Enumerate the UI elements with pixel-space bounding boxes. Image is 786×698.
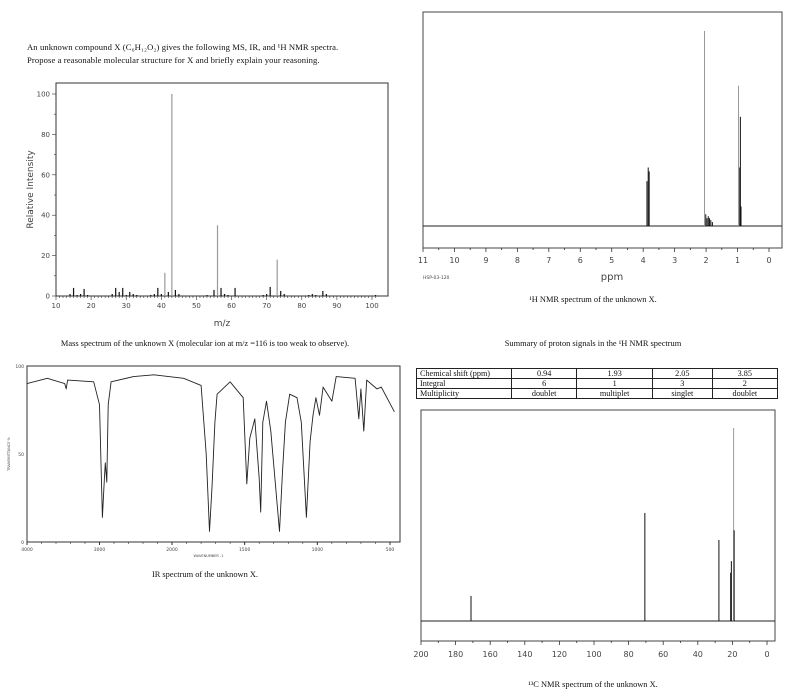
h-nmr-x-tick-label: 7 [546,256,551,265]
row-label: Chemical shift (ppm) [416,368,512,379]
c-nmr-x-tick-label: 40 [693,650,703,659]
c-nmr-x-tick-label: 20 [727,650,737,659]
ir-transmittance-curve [26,374,395,532]
table-title: Summary of proton signals in the ¹H NMR … [504,339,682,348]
ms-x-tick-label: 60 [227,302,236,310]
row-label: Integral [416,378,512,389]
c-nmr-x-tick-label: 200 [413,650,428,659]
ms-y-tick-label: 0 [46,293,50,301]
ms-y-tick-label: 80 [41,131,50,139]
ir-plot-frame [26,365,401,543]
ir-x-tick-label: 1500 [239,547,251,553]
table-row-multiplicity: Multiplicity doublet multiplet singlet d… [416,388,779,399]
h-nmr-x-tick-label: 8 [515,256,520,265]
c-nmr-x-tick-label: 160 [483,650,498,659]
h-nmr-x-tick-label: 2 [704,256,709,265]
ms-x-axis-label: m/z [214,319,231,329]
ir-y-tick-label: 100 [15,364,24,370]
ms-y-tick-label: 20 [41,252,50,260]
h-nmr-x-tick-label: 1 [735,256,740,265]
h-nmr-x-tick-label: 0 [766,256,771,265]
ir-x-tick-label: 2000 [166,547,178,553]
h-nmr-x-tick-label: 5 [609,256,614,265]
cell-integral: 3 [651,378,713,389]
h-nmr-plot-frame [422,11,783,249]
c-nmr-x-tick-label: 120 [552,650,567,659]
ms-caption: Mass spectrum of the unknown X (molecula… [60,339,350,348]
c-nmr-x-tick-label: 180 [448,650,463,659]
ms-y-tick-label: 60 [41,171,50,179]
h-nmr-x-tick-label: 3 [672,256,677,265]
ms-x-tick-label: 50 [192,302,201,310]
ms-x-tick-label: 80 [297,302,306,310]
ms-y-tick-label: 100 [37,91,50,99]
cell-integral: 6 [510,378,578,389]
question-line-2: Propose a reasonable molecular structure… [27,55,320,65]
h-nmr-x-tick-label: 6 [578,256,583,265]
h-nmr-spectrum-code: HSP-03-120 [423,275,450,281]
ms-x-tick-label: 30 [122,302,131,310]
question-line-1: An unknown compound X (C₆H₁₂O₂) gives th… [27,42,339,52]
c-nmr-x-tick-label: 100 [586,650,601,659]
h-nmr-x-tick-label: 10 [449,256,459,265]
ir-y-tick-label: 0 [21,540,24,546]
cell-shift: 1.93 [576,368,653,379]
cell-multiplicity: doublet [711,388,779,399]
ir-x-axis-label: WAVENUMBER -1 [194,554,224,558]
h-nmr-x-axis-label: ppm [601,272,623,283]
c-nmr-x-tick-label: 140 [517,650,532,659]
cell-shift: 2.05 [651,368,713,379]
h-nmr-caption: ¹H NMR spectrum of the unknown X. [529,295,657,304]
ir-y-tick-label: 50 [18,452,24,458]
cell-multiplicity: doublet [510,388,578,399]
h-nmr-x-tick-label: 9 [483,256,488,265]
ms-x-tick-label: 90 [332,302,341,310]
ir-caption: IR spectrum of the unknown X. [151,570,259,579]
cell-multiplicity: multiplet [576,388,653,399]
ir-x-tick-label: 3000 [94,547,106,553]
ms-y-tick-label: 40 [41,212,50,220]
ir-x-tick-label: 1000 [312,547,324,553]
c-nmr-caption: ¹³C NMR spectrum of the unknown X. [528,680,658,689]
ms-x-tick-label: 10 [52,302,61,310]
table-row-shift: Chemical shift (ppm) 0.94 1.93 2.05 3.85 [416,368,779,379]
table-row-integral: Integral 6 1 3 2 [416,378,779,389]
ms-x-tick-label: 20 [87,302,96,310]
h-nmr-x-tick-label: 4 [641,256,646,265]
proton-signal-table: Chemical shift (ppm) 0.94 1.93 2.05 3.85… [416,368,779,399]
ms-plot-frame [55,82,389,297]
cell-integral: 1 [576,378,653,389]
cell-integral: 2 [711,378,779,389]
c-nmr-plot-frame [420,409,776,642]
c-nmr-x-tick-label: 60 [658,650,668,659]
ms-x-tick-label: 40 [157,302,166,310]
ms-x-tick-label: 100 [365,302,378,310]
c-nmr-x-tick-label: 80 [624,650,634,659]
cell-multiplicity: singlet [651,388,713,399]
ms-y-axis-label: Relative Intensity [26,150,36,229]
ir-x-tick-label: 4000 [21,547,33,553]
ir-y-axis-label: TRANSMITTANCE % [7,436,11,471]
h-nmr-x-tick-label: 11 [418,256,428,265]
row-label: Multiplicity [416,388,512,399]
cell-shift: 3.85 [711,368,779,379]
cell-shift: 0.94 [510,368,578,379]
ir-x-tick-label: 500 [386,547,395,553]
ms-x-tick-label: 70 [262,302,271,310]
c-nmr-x-tick-label: 0 [764,650,769,659]
